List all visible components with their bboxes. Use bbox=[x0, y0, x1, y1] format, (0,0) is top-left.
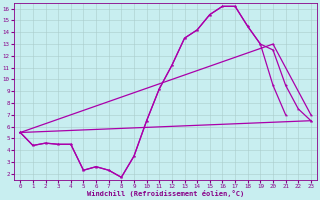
X-axis label: Windchill (Refroidissement éolien,°C): Windchill (Refroidissement éolien,°C) bbox=[87, 190, 244, 197]
